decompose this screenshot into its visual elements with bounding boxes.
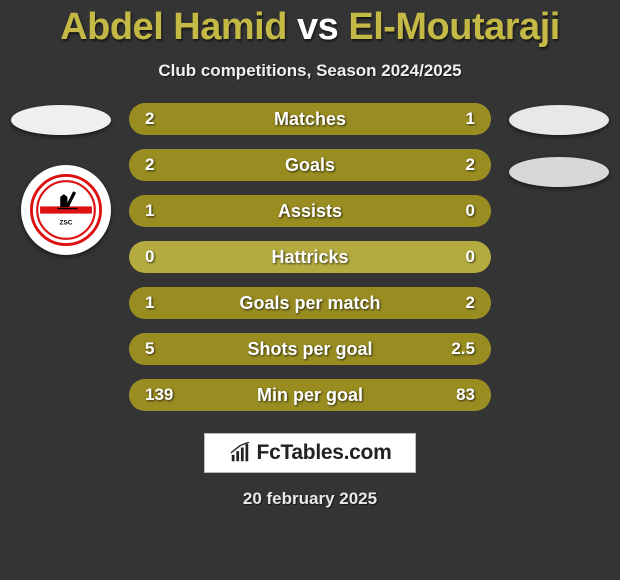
chart-icon [229,442,251,464]
stat-value-right: 0 [421,247,491,267]
stat-value-left: 2 [129,155,199,175]
stat-value-left: 139 [129,385,199,405]
stat-bar: 139Min per goal83 [129,379,491,411]
stat-label: Hattricks [199,247,421,268]
stat-bar: 0Hattricks0 [129,241,491,273]
stat-label: Matches [199,109,421,130]
club-badge-left: ZSC [21,165,111,255]
stat-value-left: 1 [129,293,199,313]
stat-label: Shots per goal [199,339,421,360]
stat-bar: 2Matches1 [129,103,491,135]
subtitle: Club competitions, Season 2024/2025 [158,61,461,81]
stat-value-right: 83 [421,385,491,405]
stat-label: Min per goal [199,385,421,406]
stat-bar: 1Assists0 [129,195,491,227]
zamalek-icon: ZSC [30,174,102,246]
brand-box[interactable]: FcTables.com [204,433,417,473]
stat-label: Goals [199,155,421,176]
stat-label: Goals per match [199,293,421,314]
stat-bar: 5Shots per goal2.5 [129,333,491,365]
stat-value-left: 0 [129,247,199,267]
stat-value-right: 2 [421,293,491,313]
brand-label: FcTables.com [257,441,392,465]
stat-value-right: 2.5 [421,339,491,359]
stat-value-left: 5 [129,339,199,359]
stat-value-left: 2 [129,109,199,129]
title-vs: vs [297,6,338,48]
stat-bar: 1Goals per match2 [129,287,491,319]
main-row: ZSC 2Matches12Goals21Assists00Hattricks0… [0,103,620,411]
svg-text:ZSC: ZSC [60,219,73,226]
left-column: ZSC [11,103,111,411]
player-right-name: El-Moutaraji [348,6,559,48]
page-title: Abdel Hamid vs El-Moutaraji [60,6,560,49]
right-column [509,103,609,411]
stat-label: Assists [199,201,421,222]
content-root: Abdel Hamid vs El-Moutaraji Club competi… [0,0,620,580]
player-left-ellipse [11,105,111,135]
stat-value-right: 0 [421,201,491,221]
stat-value-right: 1 [421,109,491,129]
stat-value-right: 2 [421,155,491,175]
player-right-ellipse-1 [509,105,609,135]
stats-bars: 2Matches12Goals21Assists00Hattricks01Goa… [129,103,491,411]
player-right-ellipse-2 [509,157,609,187]
player-left-name: Abdel Hamid [60,6,287,48]
stat-bar: 2Goals2 [129,149,491,181]
stat-value-left: 1 [129,201,199,221]
footer-date: 20 february 2025 [243,489,377,509]
